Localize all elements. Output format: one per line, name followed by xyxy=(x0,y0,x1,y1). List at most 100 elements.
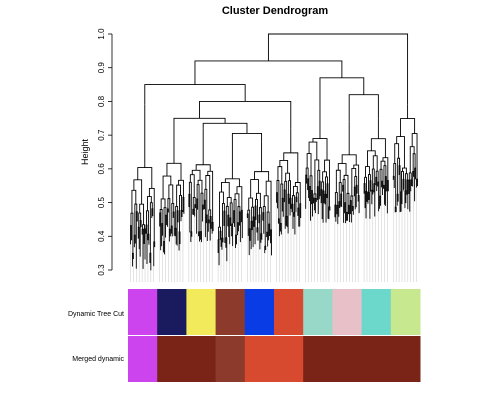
merge-branch xyxy=(305,167,309,179)
merge-branch xyxy=(197,179,203,194)
merge-branch xyxy=(270,229,272,256)
merge-branch xyxy=(346,192,350,213)
merge-branch xyxy=(394,206,397,213)
merge-branch xyxy=(279,223,282,235)
merge-branch xyxy=(400,191,403,212)
merge-branch xyxy=(379,195,382,209)
merge-branch xyxy=(408,172,412,181)
merge-branch xyxy=(247,209,251,229)
merge-branch xyxy=(153,241,156,267)
y-tick-label-6: 0.9 xyxy=(97,62,106,74)
merge-branch xyxy=(322,190,325,223)
merge-branch xyxy=(297,207,300,227)
merge-branch xyxy=(341,154,357,166)
merge-branch xyxy=(320,189,323,220)
merge-branch xyxy=(256,192,261,208)
merge-branch xyxy=(365,191,368,219)
row-label-merged-dynamic: Merged dynamic xyxy=(72,356,124,363)
merge-branch xyxy=(163,240,165,255)
merge-branch xyxy=(233,199,237,236)
merge-branch xyxy=(172,211,175,236)
merge-branch xyxy=(258,207,262,234)
merge-branch xyxy=(166,162,182,181)
merge-branch xyxy=(250,179,259,199)
merge-branch xyxy=(237,206,241,223)
merge-branch xyxy=(200,192,204,232)
merge-branch xyxy=(208,209,212,220)
dynamic-color-segment-8 xyxy=(361,289,392,335)
merge-branch xyxy=(151,208,154,218)
merge-branch xyxy=(307,178,310,199)
dynamic-color-segment-2 xyxy=(186,289,217,335)
merge-branch xyxy=(372,155,378,172)
merge-branch xyxy=(342,184,345,223)
merge-branch xyxy=(276,192,278,209)
merge-branch xyxy=(250,220,253,250)
merge-branch xyxy=(408,179,411,212)
merge-branch xyxy=(370,138,386,158)
dynamic-color-segment-3 xyxy=(215,289,246,335)
merge-branch xyxy=(284,180,288,217)
merge-branch xyxy=(143,228,146,260)
merge-branch xyxy=(326,183,329,219)
merge-branch xyxy=(311,190,313,217)
merge-branch xyxy=(205,175,211,210)
cluster-3 xyxy=(217,138,243,266)
merged-color-segment-9 xyxy=(390,336,421,382)
merge-branch xyxy=(137,167,153,189)
merge-branch xyxy=(340,193,343,207)
merge-branch xyxy=(268,223,271,241)
merged-color-segment-3 xyxy=(215,336,246,382)
merge-branch xyxy=(306,153,312,176)
merge-branch xyxy=(188,181,192,232)
top-merge-branch xyxy=(319,77,365,109)
cluster-4 xyxy=(246,141,272,256)
merge-branch xyxy=(377,181,380,212)
top-merge-branch xyxy=(199,100,292,129)
dynamic-color-segment-4 xyxy=(244,289,275,335)
merge-branch xyxy=(351,168,357,196)
dynamic-tree-cut-colorbar xyxy=(128,289,421,335)
dynamic-color-segment-9 xyxy=(390,289,421,335)
merge-branch xyxy=(404,173,408,191)
merge-branch xyxy=(314,159,320,194)
y-tick-label-5: 0.8 xyxy=(97,95,106,107)
merge-branch xyxy=(337,163,347,176)
cluster-5 xyxy=(276,128,302,237)
merge-branch xyxy=(265,180,272,230)
merge-branch xyxy=(406,179,409,210)
merge-branch xyxy=(336,204,339,225)
merge-branch xyxy=(149,252,152,271)
dynamic-color-segment-1 xyxy=(157,289,187,335)
merge-branch xyxy=(285,172,291,182)
merge-branch xyxy=(189,174,195,198)
merge-branch xyxy=(344,202,346,224)
y-tick-label-0: 0.3 xyxy=(97,264,106,276)
top-merge-branch xyxy=(267,33,409,105)
dynamic-color-segment-7 xyxy=(332,289,363,335)
merge-branch xyxy=(397,157,401,195)
merge-branch xyxy=(342,179,346,203)
merge-branch xyxy=(367,150,376,167)
merge-branch xyxy=(295,196,298,213)
merge-branch xyxy=(396,193,399,206)
merge-branch xyxy=(204,188,208,215)
merge-branch xyxy=(221,237,224,250)
merge-branch xyxy=(161,223,164,247)
merge-branch xyxy=(355,184,358,208)
cluster-7 xyxy=(334,121,360,225)
top-merge-branch xyxy=(202,122,248,134)
merge-branch xyxy=(233,210,236,227)
merge-branch xyxy=(402,178,405,192)
merge-branch xyxy=(227,214,230,237)
merge-branch xyxy=(236,186,243,211)
merge-branch xyxy=(335,169,341,193)
merge-branch xyxy=(139,220,142,257)
merge-branch xyxy=(367,192,370,204)
merge-branch xyxy=(224,178,240,187)
merge-branch xyxy=(386,180,389,214)
merge-branch xyxy=(167,198,171,230)
cluster-6 xyxy=(305,108,331,223)
merge-branch xyxy=(130,225,132,245)
merge-branch xyxy=(343,174,349,194)
